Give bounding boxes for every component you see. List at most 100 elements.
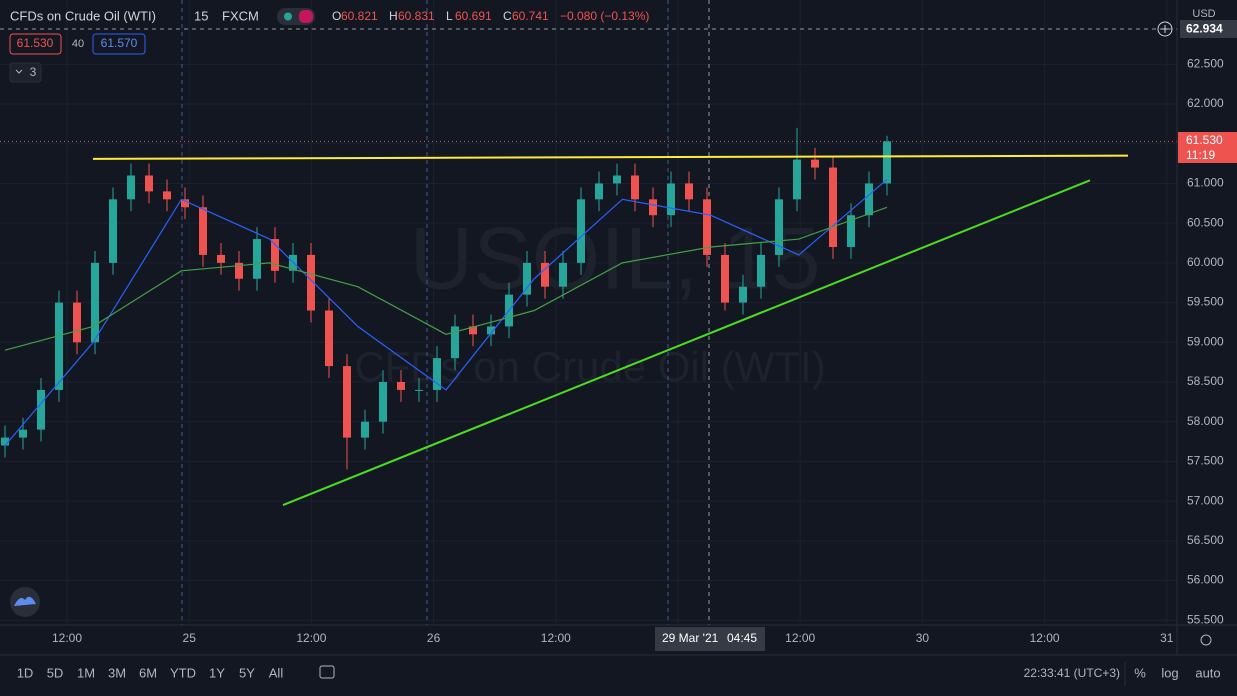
spread: 40 xyxy=(72,38,84,50)
candle-body xyxy=(649,199,657,216)
change: −0.080 (−0.13%) xyxy=(560,9,649,23)
candle-body xyxy=(19,429,27,438)
candle-body xyxy=(181,199,189,208)
candle-body xyxy=(721,254,729,303)
range-button[interactable]: 1D xyxy=(17,665,34,680)
candle-body xyxy=(361,421,369,438)
ohlc-label: H xyxy=(389,9,398,23)
candle-body xyxy=(703,199,711,255)
bid: 61.530 xyxy=(17,36,54,50)
moving-average xyxy=(4,179,888,446)
moving-average xyxy=(4,206,888,351)
candle-body xyxy=(811,159,819,168)
candle-body xyxy=(415,389,423,391)
trendline xyxy=(282,179,1091,507)
candle-body xyxy=(451,326,459,359)
candle-body xyxy=(433,358,441,390)
range-button[interactable]: 1M xyxy=(77,665,95,680)
exchange: FXCM xyxy=(222,8,259,23)
candle-body xyxy=(739,286,747,303)
candle-body xyxy=(325,310,333,367)
crosshair-date: 29 Mar '21 xyxy=(662,631,719,645)
candle-body xyxy=(145,175,153,192)
scale-option[interactable]: auto xyxy=(1195,665,1220,680)
range-button[interactable]: 1Y xyxy=(209,665,225,680)
chevron-icon xyxy=(15,69,23,74)
candle-body xyxy=(343,366,351,438)
candle-body xyxy=(577,199,585,263)
ohlc-value: 60.691 xyxy=(455,9,492,23)
add-alert[interactable] xyxy=(1157,21,1173,37)
candle-body xyxy=(379,381,387,422)
currency: USD xyxy=(1192,8,1215,20)
range-button[interactable]: YTD xyxy=(170,665,196,680)
y-tick-label: 56.000 xyxy=(1187,573,1224,587)
y-tick-label: 57.000 xyxy=(1187,493,1224,507)
ohlc-value: 60.831 xyxy=(398,9,435,23)
scale-option[interactable]: log xyxy=(1161,665,1178,680)
candle-body xyxy=(523,262,531,295)
candle-body xyxy=(91,262,99,343)
x-tick-label: 12:00 xyxy=(296,631,326,645)
y-tick-label: 58.500 xyxy=(1187,374,1224,388)
candle-body xyxy=(163,191,171,200)
y-tick-label: 59.000 xyxy=(1187,334,1224,348)
plot xyxy=(0,127,1177,507)
candle-body xyxy=(667,183,675,216)
candle-body xyxy=(685,183,693,200)
range-button[interactable]: 5Y xyxy=(239,665,255,680)
range-button[interactable]: All xyxy=(269,665,284,680)
logo-shape xyxy=(14,596,36,606)
status-dot xyxy=(284,12,292,21)
y-tick-label: 55.500 xyxy=(1187,612,1224,626)
y-tick-label: 60.000 xyxy=(1187,255,1224,269)
candle-body xyxy=(613,175,621,184)
candle-body xyxy=(775,199,783,255)
y-tick-label: 62.000 xyxy=(1187,96,1224,110)
ohlc-label: C xyxy=(503,9,512,23)
candle-body xyxy=(469,326,477,335)
candle-body xyxy=(631,175,639,200)
candle-body xyxy=(595,183,603,200)
indicators-toggle[interactable] xyxy=(9,62,42,83)
range-button[interactable]: 5D xyxy=(47,665,64,680)
settings-icon[interactable] xyxy=(1200,634,1212,646)
indicator-count: 3 xyxy=(30,65,37,79)
x-tick-label: 12:00 xyxy=(1030,631,1060,645)
range-button[interactable]: 6M xyxy=(139,665,157,680)
ohlc-label: L xyxy=(446,9,453,23)
candle-body xyxy=(793,159,801,200)
candle-body xyxy=(217,254,225,263)
crosshair-time: 04:45 xyxy=(727,631,757,645)
date-range-icon[interactable] xyxy=(319,665,335,679)
candle-body xyxy=(847,215,855,247)
candle-body xyxy=(73,302,81,343)
watermark-symbol: USOIL, 15 xyxy=(410,208,821,307)
x-tick-label: 30 xyxy=(916,631,930,645)
y-tick-label: 59.500 xyxy=(1187,295,1224,309)
candle-body xyxy=(487,326,495,335)
currency-box xyxy=(1188,5,1220,23)
ohlc-value: 60.821 xyxy=(341,9,378,23)
range-button[interactable]: 3M xyxy=(108,665,126,680)
ohlc-label: O xyxy=(332,9,341,23)
candle-body xyxy=(883,141,891,184)
candle-body xyxy=(397,381,405,390)
scale-option[interactable]: % xyxy=(1134,665,1146,680)
x-tick-label: 12:00 xyxy=(785,631,815,645)
price-axis: 55.500 56.000 56.500 57.000 57.500 58.000 58.5… xyxy=(1187,56,1224,626)
trendline xyxy=(92,154,1129,160)
clock[interactable]: 22:33:41 (UTC+3) xyxy=(1024,666,1120,680)
candle-body xyxy=(235,262,243,279)
candle-body xyxy=(37,389,45,430)
last-price-box xyxy=(1178,132,1237,163)
candle-body xyxy=(757,254,765,287)
sell-button[interactable] xyxy=(9,33,62,55)
candle-body xyxy=(1,437,9,446)
candle-body xyxy=(127,175,135,200)
candle-body xyxy=(541,262,549,287)
time-axis: 12:00 25 12:00 26 12:00 12:00 30 12:00 31 xyxy=(52,631,1174,645)
buy-button[interactable] xyxy=(92,33,146,55)
